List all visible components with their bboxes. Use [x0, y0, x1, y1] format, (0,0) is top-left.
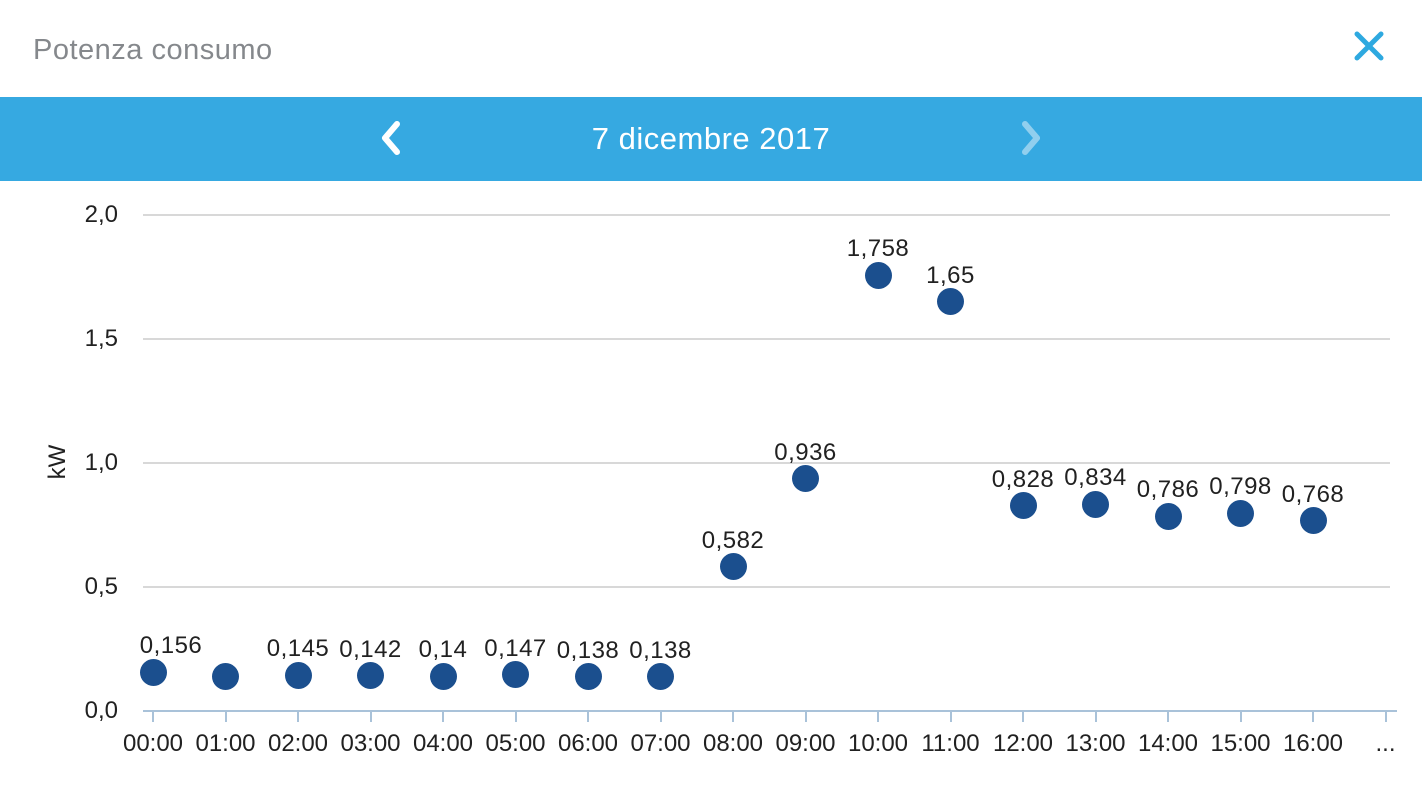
data-point[interactable]	[429, 662, 457, 690]
x-axis-tick-label: 14:00	[1137, 730, 1199, 757]
x-axis-tick	[877, 711, 879, 722]
y-gridline	[143, 214, 1390, 216]
data-point[interactable]	[1299, 507, 1327, 535]
data-point-label: 0,936	[774, 438, 837, 466]
x-axis-tick	[369, 711, 372, 722]
x-axis-tick	[1239, 711, 1242, 722]
x-axis-tick-label: 06:00	[557, 730, 619, 757]
data-point[interactable]	[647, 663, 674, 691]
x-axis-tick	[659, 711, 662, 722]
date-label: 7 dicembre 2017	[591, 121, 831, 156]
x-axis-tick	[514, 711, 517, 722]
data-point-label: 0,156	[139, 632, 203, 660]
y-axis-tick-label: 1,5	[84, 325, 118, 352]
data-point[interactable]	[502, 661, 529, 689]
data-point-label: 0,14	[418, 636, 468, 664]
x-axis-tick	[732, 711, 734, 722]
next-day-button[interactable]	[1003, 109, 1059, 169]
x-axis-tick-label: 10:00	[847, 730, 909, 757]
data-point-label: 0,798	[1209, 473, 1272, 501]
y-gridline	[143, 338, 1390, 340]
data-point-label: 0,147	[484, 634, 547, 662]
data-point-label: 0,138	[556, 636, 620, 664]
chevron-right-icon	[1020, 120, 1042, 159]
x-axis-line	[143, 710, 1397, 712]
x-axis-tick-label: 01:00	[195, 730, 256, 757]
x-axis-tick-label: 02:00	[267, 730, 329, 757]
x-axis-tick-label: 09:00	[775, 730, 836, 757]
data-point[interactable]	[1082, 490, 1109, 518]
close-icon	[1352, 29, 1386, 66]
x-axis-tick	[587, 711, 589, 722]
x-axis-tick	[297, 711, 299, 722]
x-axis-tick-label: ...	[1375, 730, 1396, 757]
data-point-label: 1,758	[846, 235, 910, 263]
y-axis-tick-label: 0,5	[84, 573, 118, 600]
dialog-header: Potenza consumo	[0, 0, 1422, 97]
page-title: Potenza consumo	[33, 34, 273, 66]
data-point-label: 0,768	[1281, 480, 1345, 508]
x-axis-tick-label: 00:00	[122, 730, 184, 757]
data-point-label: 0,828	[991, 465, 1055, 493]
x-axis-tick-label: 05:00	[485, 730, 546, 757]
power-consumption-chart: 0,0 0,5 1,0 1,5 2,0 kW 00:00 01:00 02:00 03:00 04:…	[0, 181, 1422, 800]
x-axis-tick	[949, 711, 952, 722]
date-navigation-bar: 7 dicembre 2017	[0, 97, 1422, 181]
y-axis-tick-label: 0,0	[84, 697, 118, 724]
x-axis-tick	[1312, 711, 1314, 722]
y-axis-tick-label: 1,0	[84, 449, 118, 476]
data-point-label: 0,582	[701, 526, 765, 554]
x-axis-tick	[1022, 711, 1024, 722]
x-axis-tick	[152, 711, 154, 722]
chevron-left-icon	[380, 120, 402, 159]
x-axis-tick	[224, 711, 227, 722]
x-axis-tick-label: 16:00	[1282, 730, 1344, 757]
data-point[interactable]	[864, 261, 892, 289]
data-point[interactable]	[357, 662, 384, 690]
x-axis-tick-label: 15:00	[1210, 730, 1271, 757]
x-axis-tick	[804, 711, 807, 722]
data-point[interactable]	[1154, 502, 1182, 530]
y-gridline	[143, 586, 1390, 588]
data-point[interactable]	[284, 661, 312, 689]
data-point-label: 0,834	[1064, 464, 1127, 492]
y-axis-title: kW	[44, 444, 71, 480]
data-point[interactable]	[792, 465, 819, 493]
x-axis-tick	[1384, 711, 1387, 722]
data-point-label: 1,65	[926, 261, 975, 289]
data-point-label: 0,138	[629, 636, 692, 664]
data-point-label: 0,142	[339, 635, 402, 663]
data-point-label: 0,145	[266, 635, 330, 663]
x-axis-tick-label: 11:00	[921, 730, 980, 757]
x-axis-tick-label: 03:00	[340, 730, 401, 757]
x-axis-tick-label: 13:00	[1065, 730, 1126, 757]
data-point[interactable]	[1227, 499, 1254, 527]
x-axis-tick-label: 07:00	[630, 730, 691, 757]
data-point[interactable]	[1009, 492, 1037, 520]
x-axis-tick-label: 12:00	[992, 730, 1054, 757]
x-axis-tick-label: 04:00	[412, 730, 474, 757]
previous-day-button[interactable]	[363, 109, 419, 169]
x-axis-tick	[442, 711, 444, 722]
x-axis-tick-label: 08:00	[702, 730, 764, 757]
y-axis-tick-label: 2,0	[84, 201, 118, 228]
x-axis-tick	[1094, 711, 1097, 722]
data-point-label: 0,786	[1136, 476, 1200, 504]
data-point[interactable]	[212, 662, 239, 690]
data-point[interactable]	[719, 553, 747, 581]
data-point[interactable]	[937, 288, 964, 316]
data-point[interactable]	[574, 663, 602, 691]
data-point[interactable]	[139, 658, 167, 686]
y-gridline	[143, 462, 1390, 464]
close-button[interactable]	[1346, 24, 1392, 70]
x-axis-tick	[1167, 711, 1169, 722]
